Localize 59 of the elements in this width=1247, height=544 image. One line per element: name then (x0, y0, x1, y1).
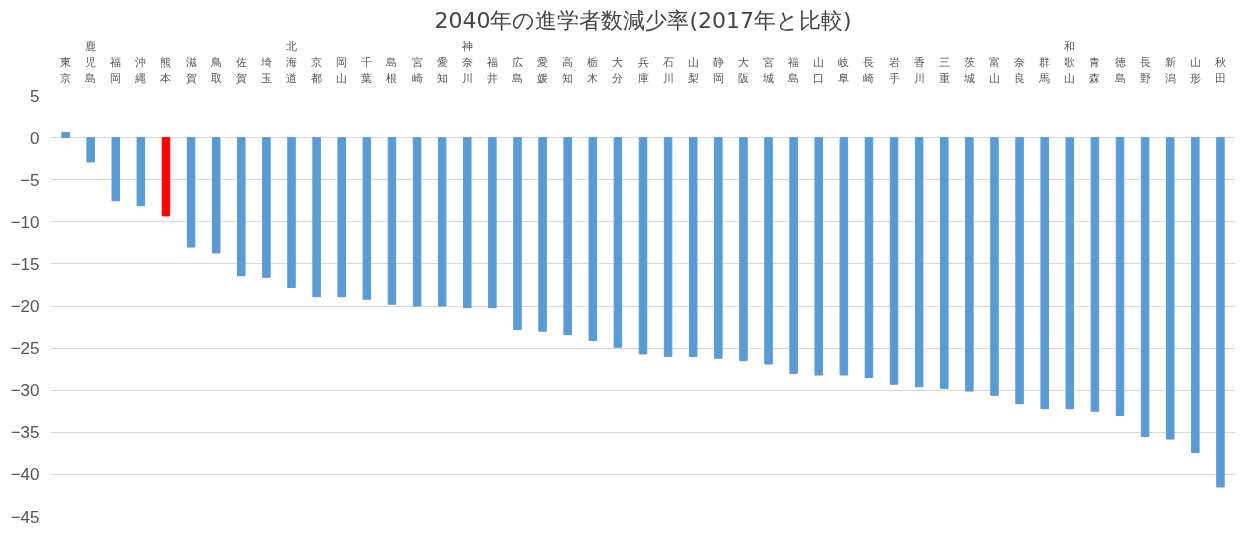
x-tick-label: 山口 (813, 55, 825, 85)
x-tick-label: 東京 (60, 55, 72, 85)
x-tick-label: 広島 (511, 55, 523, 85)
x-tick-label: 長崎 (863, 55, 875, 85)
x-tick-label: 佐賀 (235, 55, 247, 85)
chart-title: 2040年の進学者数減少率(2017年と比較) (434, 7, 852, 33)
y-tick-label: −25 (10, 339, 40, 359)
y-tick-label: −30 (10, 381, 40, 401)
x-tick-label: 大阪 (737, 55, 749, 85)
x-tick-label: 香川 (913, 55, 925, 85)
x-tick-label: 富山 (988, 55, 1000, 85)
y-tick-label: −40 (10, 465, 40, 485)
x-tick-label: 埼玉 (259, 55, 272, 85)
x-tick-label: 長野 (1139, 55, 1151, 85)
x-tick-label: 石川 (662, 55, 674, 85)
y-tick-label: 5 (30, 86, 40, 106)
x-tick-label: 鹿児島 (85, 40, 97, 85)
x-tick-label: 京都 (311, 55, 323, 85)
x-tick-label: 岡山 (336, 55, 348, 85)
x-tick-label: 茨城 (962, 55, 975, 85)
x-tick-label: 新潟 (1164, 55, 1176, 85)
x-tick-label: 山形 (1189, 55, 1201, 85)
x-tick-label: 愛知 (436, 55, 448, 85)
x-tick-label: 栃木 (587, 55, 599, 85)
x-tick-label: 静岡 (712, 55, 724, 85)
x-tick-label: 滋賀 (185, 55, 197, 85)
y-tick-label: −35 (10, 423, 40, 443)
x-tick-label: 沖縄 (134, 55, 147, 85)
x-tick-label: 福島 (788, 55, 800, 85)
x-tick-label: 熊本 (160, 55, 172, 85)
x-tick-label: 神奈川 (461, 40, 473, 85)
x-tick-label: 宮崎 (411, 55, 423, 85)
y-tick-label: 0 (30, 128, 40, 148)
x-tick-label: 千葉 (361, 55, 373, 85)
y-tick-label: −20 (10, 297, 40, 316)
x-tick-label: 奈良 (1014, 55, 1026, 85)
x-tick-label: 福岡 (110, 55, 122, 85)
y-tick-label: −5 (20, 170, 40, 190)
x-tick-label: 大分 (612, 55, 624, 85)
x-tick-label: 和歌山 (1064, 40, 1076, 85)
y-tick-label: −45 (10, 507, 40, 527)
x-tick-label: 三重 (938, 55, 950, 85)
x-tick-label: 島根 (386, 55, 398, 85)
x-tick-label: 岩手 (888, 55, 900, 85)
x-tick-label: 愛媛 (537, 55, 549, 85)
x-tick-label: 徳島 (1114, 55, 1126, 85)
x-tick-label: 福井 (486, 55, 498, 85)
x-tick-label: 青森 (1089, 55, 1101, 85)
x-tick-label: 山梨 (687, 55, 699, 85)
x-tick-label: 高知 (562, 55, 574, 85)
x-tick-label: 群馬 (1038, 55, 1051, 85)
x-tick-label: 宮城 (762, 55, 775, 85)
x-tick-label: 岐阜 (838, 55, 850, 85)
y-tick-label: −15 (10, 254, 40, 274)
x-tick-label: 鳥取 (209, 55, 222, 85)
x-tick-label: 北海道 (286, 40, 298, 85)
y-tick-label: −10 (10, 212, 40, 232)
x-tick-label: 秋田 (1214, 55, 1226, 85)
x-tick-label: 兵庫 (637, 55, 649, 85)
